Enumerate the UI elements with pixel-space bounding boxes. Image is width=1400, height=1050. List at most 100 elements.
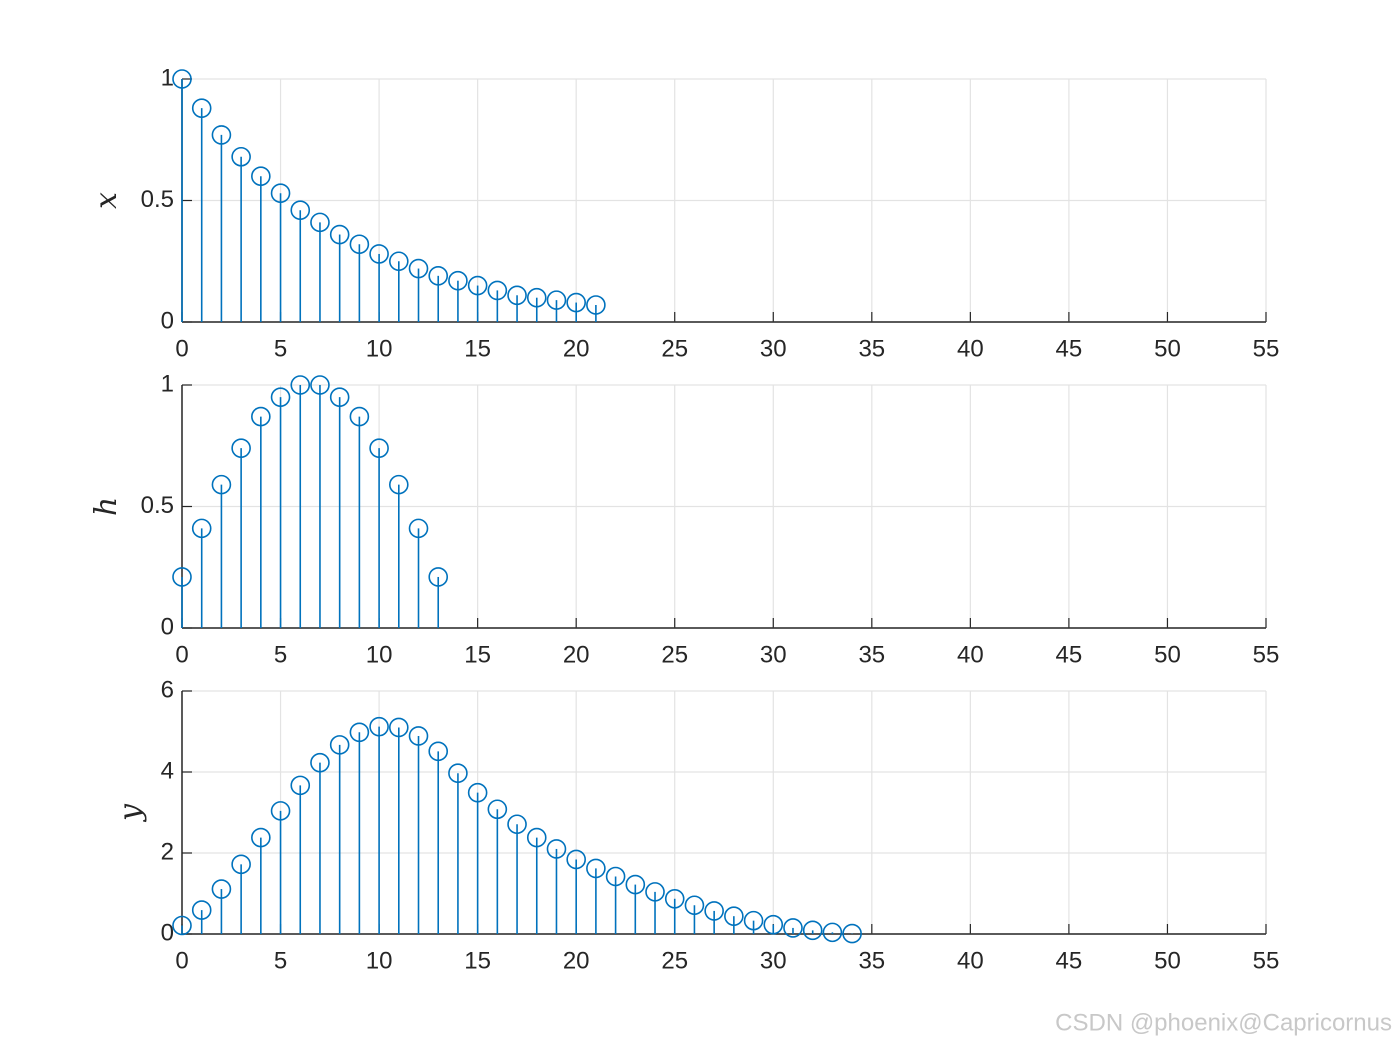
stem-marker (290, 775, 311, 796)
stem-marker (329, 387, 350, 407)
x-tick-label: 30 (760, 335, 787, 362)
stem-marker (290, 200, 311, 221)
stem-marker (783, 918, 803, 938)
stem-marker (211, 474, 232, 495)
stem-marker (251, 827, 271, 848)
x-tick-label: 15 (464, 641, 491, 668)
x-tick-label: 5 (274, 947, 287, 974)
y-tick-label: 4 (161, 757, 174, 784)
x-tick-label: 10 (366, 641, 393, 668)
stem-marker (546, 839, 567, 859)
x-tick-label: 45 (1056, 335, 1083, 362)
y-axis-label: y (113, 803, 148, 823)
stem-marker (428, 567, 449, 587)
y-tick-label: 6 (161, 676, 174, 703)
x-tick-label: 20 (563, 947, 590, 974)
y-tick-label: 1 (161, 64, 174, 91)
stem-marker (231, 438, 251, 458)
y-tick-label: 0.5 (141, 492, 174, 519)
x-tick-label: 50 (1154, 947, 1181, 974)
stem-marker (388, 251, 409, 272)
x-tick-label: 20 (563, 335, 590, 362)
stem-marker (586, 858, 606, 879)
y-tick-label: 0 (161, 613, 174, 640)
stem-marker (329, 735, 350, 755)
stem-marker (822, 922, 843, 943)
stem-marker (664, 888, 685, 909)
stem-marker (645, 882, 665, 902)
x-tick-label: 10 (366, 947, 393, 974)
x-tick-label: 55 (1253, 641, 1280, 668)
stem-marker (566, 849, 586, 870)
stem-marker (586, 295, 606, 315)
watermark: CSDN @phoenix@Capricornus (1055, 1009, 1392, 1036)
stem-marker (310, 752, 330, 773)
stem-marker (191, 900, 212, 920)
stem-marker (388, 717, 409, 738)
stem-marker (270, 387, 291, 407)
stem-marker (526, 287, 547, 308)
stem-marker (467, 782, 488, 803)
x-tick-label: 40 (957, 335, 984, 362)
stem-marker (211, 879, 232, 899)
y-tick-label: 0 (161, 919, 174, 946)
x-tick-label: 40 (957, 947, 984, 974)
stem-marker (448, 763, 468, 784)
stem-marker (507, 285, 527, 306)
stem-marker (428, 266, 449, 286)
stem-marker (191, 98, 212, 118)
stem-marker (408, 726, 429, 746)
stem-marker (605, 866, 626, 887)
x-tick-label: 25 (661, 641, 688, 668)
stem-marker (369, 438, 389, 458)
stem-marker (270, 183, 291, 204)
x-tick-label: 35 (858, 641, 885, 668)
x-tick-label: 30 (760, 947, 787, 974)
x-tick-label: 55 (1253, 335, 1280, 362)
stem-marker (191, 518, 212, 539)
stem-marker (743, 910, 764, 931)
stem-marker (172, 915, 192, 936)
y-tick-label: 2 (161, 838, 174, 865)
y-tick-label: 1 (161, 370, 174, 397)
stem-marker (172, 69, 192, 89)
stem-marker (408, 258, 429, 279)
stem-marker (487, 799, 508, 820)
x-tick-label: 35 (858, 335, 885, 362)
x-tick-label: 0 (175, 335, 188, 362)
stem-marker (842, 923, 862, 944)
stem-marker (172, 567, 192, 587)
stem-marker (310, 212, 330, 233)
x-tick-label: 10 (366, 335, 393, 362)
stem-marker (546, 290, 567, 310)
stem-marker (310, 375, 330, 395)
stem-marker (231, 854, 251, 875)
stem-marker (369, 716, 389, 737)
x-tick-label: 35 (858, 947, 885, 974)
stem-marker (763, 914, 784, 935)
x-tick-label: 15 (464, 335, 491, 362)
stem-marker (467, 275, 488, 296)
x-tick-label: 0 (175, 947, 188, 974)
stem-marker (724, 906, 744, 926)
x-tick-label: 0 (175, 641, 188, 668)
stem-marker (684, 895, 705, 916)
stem-marker (507, 814, 527, 835)
x-tick-label: 20 (563, 641, 590, 668)
x-tick-label: 50 (1154, 335, 1181, 362)
x-tick-label: 5 (274, 335, 287, 362)
x-tick-label: 50 (1154, 641, 1181, 668)
x-tick-label: 5 (274, 641, 287, 668)
stem-marker (408, 518, 429, 539)
x-tick-label: 45 (1056, 641, 1083, 668)
stem-marker (369, 244, 389, 264)
stem-marker (428, 741, 449, 762)
stem-marker (802, 920, 823, 941)
x-tick-label: 25 (661, 947, 688, 974)
stem-marker (251, 166, 271, 186)
y-axis-label: h (89, 497, 124, 516)
stem-marker (625, 874, 646, 895)
stem-marker (290, 375, 311, 395)
stem-marker (349, 722, 370, 743)
